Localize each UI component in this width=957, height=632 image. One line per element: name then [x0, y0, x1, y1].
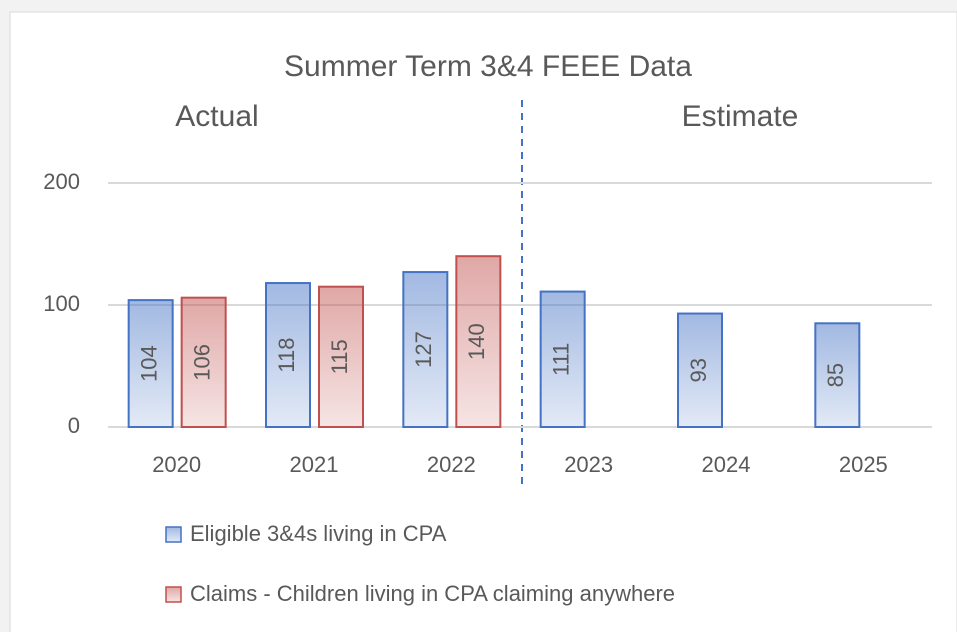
- bar: [180, 296, 227, 428]
- data-label: 93: [686, 358, 711, 382]
- bar: [127, 299, 174, 428]
- data-label: 118: [274, 337, 299, 372]
- x-tick-label: 2025: [839, 452, 888, 477]
- legend-label: Claims - Children living in CPA claiming…: [190, 581, 675, 606]
- data-label: 115: [327, 339, 352, 374]
- y-tick-label: 0: [68, 413, 80, 438]
- y-tick-label: 200: [43, 169, 80, 194]
- annotation: Estimate: [682, 100, 799, 133]
- bar: [677, 312, 723, 429]
- bar: [455, 255, 502, 429]
- data-label: 106: [189, 344, 214, 381]
- bar: [539, 290, 586, 428]
- legend-swatch: [165, 586, 182, 603]
- annotation: Actual: [175, 100, 258, 133]
- x-tick-label: 2024: [702, 452, 751, 477]
- x-tick-label: 2020: [152, 452, 201, 477]
- y-tick-label: 100: [43, 291, 80, 316]
- x-tick-label: 2022: [427, 452, 476, 477]
- bar: [402, 271, 449, 428]
- chart-title: Summer Term 3&4 FEEE Data: [284, 50, 692, 83]
- legend-swatch: [165, 526, 182, 543]
- legend-label: Eligible 3&4s living in CPA: [190, 521, 447, 546]
- data-label: 127: [411, 331, 436, 368]
- bar: [318, 285, 364, 429]
- x-tick-label: 2021: [290, 452, 339, 477]
- x-tick-label: 2023: [564, 452, 613, 477]
- bar: [265, 282, 311, 429]
- data-label: 85: [823, 363, 848, 387]
- data-label: 140: [464, 323, 489, 360]
- data-label: 104: [136, 345, 161, 382]
- data-label: 111: [548, 343, 573, 376]
- bar: [814, 322, 861, 428]
